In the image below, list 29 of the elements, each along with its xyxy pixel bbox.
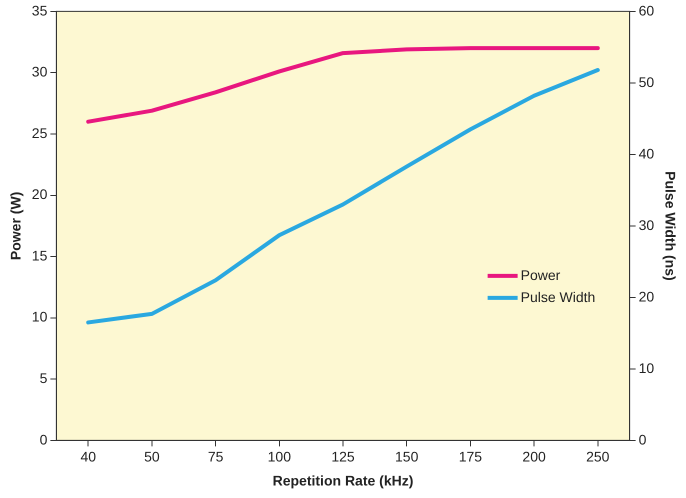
x-tick-label: 50 bbox=[144, 448, 160, 465]
y-tick-label: 25 bbox=[32, 124, 48, 141]
x-tick-label: 175 bbox=[458, 448, 482, 465]
legend-label: Power bbox=[520, 266, 561, 283]
y2-tick-label: 30 bbox=[638, 216, 654, 233]
y2-tick-label: 40 bbox=[638, 145, 654, 162]
x-tick-label: 40 bbox=[80, 448, 96, 465]
x-axis-title: Repetition Rate (kHz) bbox=[272, 472, 414, 488]
legend-label: Pulse Width bbox=[520, 288, 596, 305]
x-tick-label: 100 bbox=[268, 448, 292, 465]
y2-axis-title: Pulse Width (ns) bbox=[662, 171, 679, 281]
x-tick-label: 75 bbox=[208, 448, 224, 465]
y-axis-title: Power (W) bbox=[7, 192, 24, 260]
x-tick-label: 250 bbox=[586, 448, 610, 465]
y-tick-label: 10 bbox=[32, 308, 48, 325]
y2-tick-label: 20 bbox=[638, 288, 654, 304]
y2-tick-label: 60 bbox=[638, 2, 654, 18]
x-tick-label: 150 bbox=[395, 448, 419, 465]
y2-tick-label: 50 bbox=[638, 74, 654, 90]
y-tick-label: 30 bbox=[32, 64, 48, 80]
y-tick-label: 5 bbox=[40, 370, 48, 386]
y-tick-label: 15 bbox=[32, 247, 48, 264]
y2-tick-label: 10 bbox=[638, 360, 654, 376]
y2-tick-label: 0 bbox=[638, 431, 647, 448]
x-tick-label: 125 bbox=[331, 448, 355, 465]
y-tick-label: 35 bbox=[32, 2, 48, 18]
y-tick-label: 0 bbox=[40, 431, 48, 448]
x-tick-label: 200 bbox=[522, 448, 546, 465]
y-tick-label: 20 bbox=[32, 186, 48, 202]
